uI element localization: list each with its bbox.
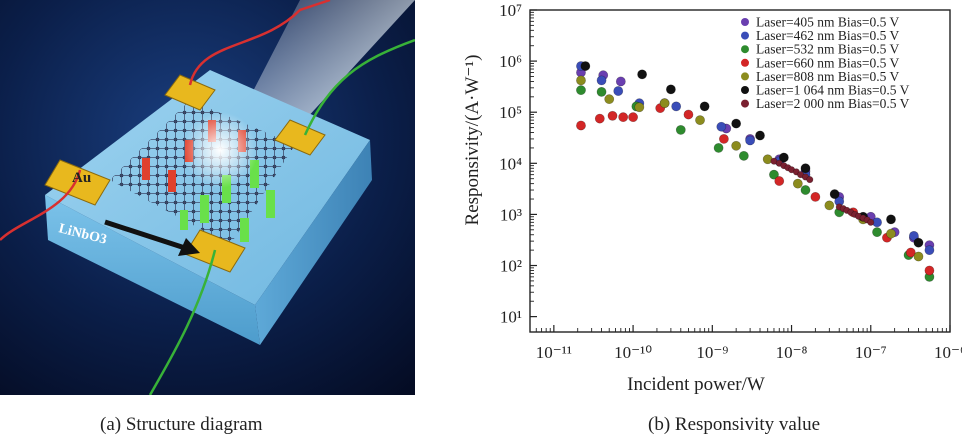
structure-diagram: Au LiNbO3	[0, 0, 415, 395]
series-6-point	[665, 84, 676, 95]
legend-marker	[741, 72, 749, 81]
legend-marker	[741, 58, 749, 67]
legend-label: Laser=2 000 nm Bias=0.5 V	[756, 96, 910, 111]
series-2-point	[924, 245, 935, 256]
series-5-point	[604, 94, 615, 105]
series-3-point	[738, 150, 749, 161]
series-4-point	[576, 120, 586, 131]
series-1-point	[615, 76, 626, 87]
series-3-point	[872, 227, 882, 238]
x-tick-label: 10⁻⁹	[696, 343, 728, 362]
series-3-point	[596, 86, 607, 97]
series-4-point	[905, 247, 916, 258]
legend-label: Laser=660 nm Bias=0.5 V	[756, 55, 899, 70]
series-6-point	[913, 237, 924, 248]
series-6-point	[637, 69, 648, 80]
series-4-point	[774, 176, 785, 186]
legend-marker	[741, 45, 749, 54]
series-6-point	[699, 101, 710, 112]
x-tick-label: 10⁻¹¹	[536, 343, 572, 362]
x-axis-label: Incident power/W	[627, 374, 765, 395]
y-tick-label: 10⁴	[499, 154, 522, 173]
x-tick-label: 10⁻⁷	[855, 343, 887, 362]
legend-marker	[741, 86, 749, 94]
x-tick-label: 10⁻⁶	[934, 343, 962, 362]
series-5-point	[576, 75, 586, 86]
series-5-point	[659, 98, 670, 109]
series-6-point	[800, 163, 811, 174]
series-2-point	[596, 75, 607, 86]
series-4-point	[810, 192, 821, 202]
y-tick-label: 10⁶	[499, 52, 522, 71]
series-4-point	[618, 112, 629, 123]
legend-marker	[741, 99, 749, 108]
series-6-point	[731, 118, 742, 129]
legend-marker	[741, 18, 749, 26]
y-tick-label: 10³	[500, 205, 522, 224]
series-5-point	[634, 102, 645, 113]
series-5-point	[913, 251, 924, 262]
series-5-point	[731, 140, 742, 151]
y-tick-label: 10⁷	[499, 1, 522, 20]
series-5-point	[824, 200, 835, 211]
series-4-point	[683, 109, 694, 120]
y-tick-label: 10⁵	[499, 103, 522, 122]
series-4-point	[718, 134, 729, 144]
caption-structure-diagram: (a) Structure diagram	[100, 414, 263, 435]
y-tick-label: 10¹	[500, 308, 522, 327]
legend-marker	[741, 31, 749, 40]
series-6-point	[580, 61, 591, 71]
electrode-label: Au	[72, 170, 91, 186]
x-axis-ticks: 10⁻¹¹ 10⁻¹⁰ 10⁻⁹ 10⁻⁸ 10⁻⁷ 10⁻⁶	[536, 325, 962, 362]
series-3-point	[769, 169, 779, 180]
series-6-point	[886, 214, 896, 225]
series-4-point	[594, 113, 605, 124]
light-spot	[182, 112, 258, 188]
data-points	[576, 61, 935, 282]
series-6-point	[778, 152, 789, 163]
legend-label: Laser=1 064 nm Bias=0.5 V	[756, 83, 910, 98]
series-5-point	[886, 228, 896, 239]
lead-wires	[0, 0, 415, 395]
series-3-point	[675, 125, 686, 135]
y-tick-label: 10²	[500, 257, 522, 276]
series-2-point	[613, 86, 624, 96]
series-7-point	[867, 218, 875, 226]
series-2-point	[745, 135, 756, 146]
series-7-point	[806, 176, 814, 184]
series-5-point	[695, 115, 705, 126]
legend-label: Laser=532 nm Bias=0.5 V	[756, 42, 899, 57]
series-3-point	[713, 143, 724, 153]
caption-responsivity-value: (b) Responsivity value	[648, 414, 821, 435]
legend-label: Laser=462 nm Bias=0.5 V	[756, 28, 899, 43]
series-2-point	[671, 101, 682, 112]
series-4-point	[924, 265, 935, 276]
series-5-point	[792, 178, 803, 189]
legend-label: Laser=405 nm Bias=0.5 V	[756, 15, 899, 30]
series-6-point	[755, 130, 765, 141]
series-2-point	[908, 230, 919, 241]
series-6-point	[829, 189, 840, 199]
x-tick-label: 10⁻¹⁰	[614, 343, 652, 362]
y-axis-label: Responsivity/(A·W⁻¹)	[462, 55, 483, 226]
series-2-point	[716, 121, 727, 132]
series-3-point	[576, 85, 586, 96]
polarization-arrow	[104, 219, 200, 256]
x-tick-label: 10⁻⁸	[776, 343, 808, 362]
series-3-point	[800, 185, 811, 195]
legend-label: Laser=808 nm Bias=0.5 V	[756, 69, 899, 84]
y-axis-ticks: 10¹ 10² 10³ 10⁴ 10⁵ 10⁶ 10⁷	[499, 1, 537, 327]
series-4-point	[607, 110, 618, 121]
series-4-point	[628, 112, 638, 123]
